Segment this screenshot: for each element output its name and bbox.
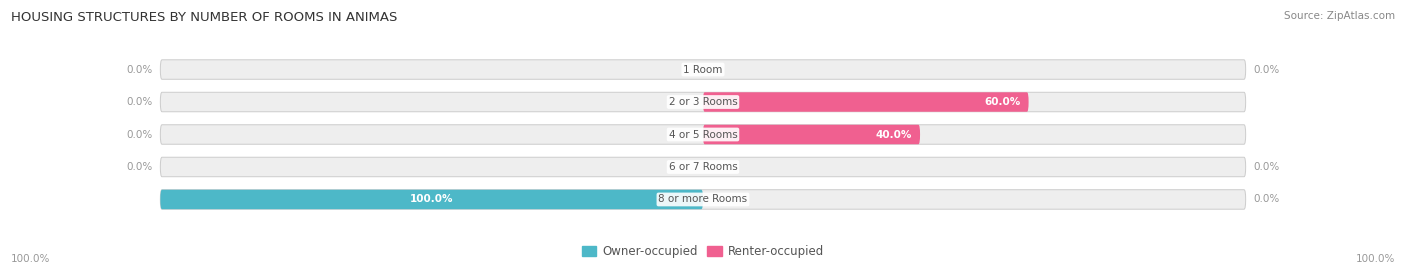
Text: 40.0%: 40.0% [876,129,912,140]
Text: 0.0%: 0.0% [1254,65,1279,75]
FancyBboxPatch shape [160,125,1246,144]
FancyBboxPatch shape [160,60,1246,79]
Text: 6 or 7 Rooms: 6 or 7 Rooms [669,162,737,172]
Legend: Owner-occupied, Renter-occupied: Owner-occupied, Renter-occupied [578,240,828,263]
Text: 0.0%: 0.0% [127,162,152,172]
FancyBboxPatch shape [160,92,1246,112]
Text: 2 or 3 Rooms: 2 or 3 Rooms [669,97,737,107]
Text: 1 Room: 1 Room [683,65,723,75]
FancyBboxPatch shape [160,157,1246,177]
Text: 0.0%: 0.0% [127,129,152,140]
FancyBboxPatch shape [160,190,1246,209]
Text: 0.0%: 0.0% [1254,194,1279,204]
Text: 0.0%: 0.0% [1254,162,1279,172]
FancyBboxPatch shape [703,92,1029,112]
Text: 60.0%: 60.0% [984,97,1021,107]
Text: 4 or 5 Rooms: 4 or 5 Rooms [669,129,737,140]
Text: 0.0%: 0.0% [127,65,152,75]
Text: 8 or more Rooms: 8 or more Rooms [658,194,748,204]
Text: 100.0%: 100.0% [411,194,453,204]
Text: 0.0%: 0.0% [127,97,152,107]
Text: 100.0%: 100.0% [11,254,51,264]
Text: Source: ZipAtlas.com: Source: ZipAtlas.com [1284,11,1395,21]
FancyBboxPatch shape [160,190,703,209]
Text: HOUSING STRUCTURES BY NUMBER OF ROOMS IN ANIMAS: HOUSING STRUCTURES BY NUMBER OF ROOMS IN… [11,11,398,24]
Text: 100.0%: 100.0% [1355,254,1395,264]
FancyBboxPatch shape [703,125,920,144]
